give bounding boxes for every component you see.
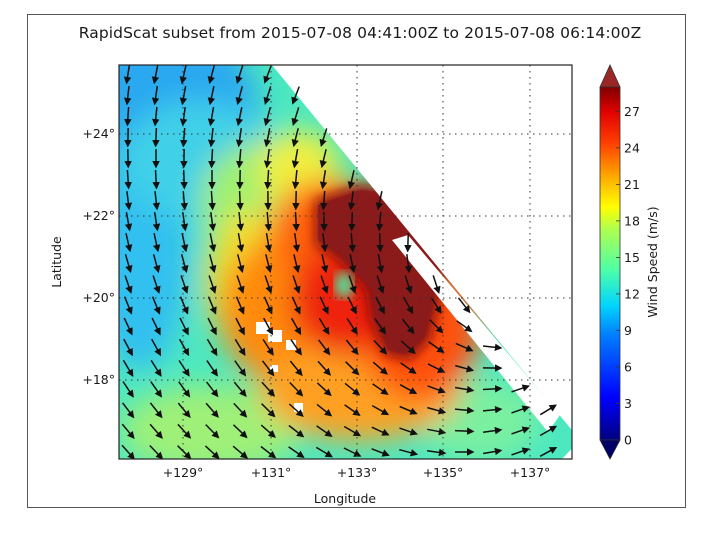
y-axis-label: Latitude — [49, 236, 64, 288]
x-tick-label: +131° — [251, 465, 292, 480]
x-tick-label: +135° — [423, 465, 464, 480]
colorbar-tick-label: 21 — [624, 177, 640, 192]
chart-title: RapidScat subset from 2015-07-08 04:41:0… — [78, 24, 642, 42]
colorbar-tick-label: 24 — [624, 140, 640, 155]
y-tick-label: +18° — [82, 372, 115, 387]
plot-area-border — [118, 64, 573, 460]
x-axis-ticks: +129° +131° +133° +135° +137° — [163, 465, 551, 480]
colorbar-tick-label: 27 — [624, 104, 640, 119]
y-tick-label: +22° — [82, 208, 115, 223]
colorbar-tick-label: 12 — [624, 286, 640, 301]
colorbar-label: Wind Speed (m/s) — [645, 206, 660, 317]
x-axis-label: Longitude — [314, 491, 376, 506]
colorbar-tick-label: 0 — [624, 433, 632, 448]
y-tick-label: +20° — [82, 290, 115, 305]
wind-speed-field — [119, 65, 572, 459]
x-tick-label: +137° — [510, 465, 551, 480]
colorbar-tick-label: 9 — [624, 323, 632, 338]
colorbar: 0 3 6 9 12 15 18 21 24 27 Wind Speed (m/s) — [599, 64, 660, 460]
x-tick-label: +133° — [337, 465, 378, 480]
colorbar-tick-label: 18 — [624, 213, 640, 228]
wind-vectors — [121, 65, 558, 459]
colorbar-tick-label: 3 — [624, 396, 632, 411]
y-axis-ticks: +18° +20° +22° +24° — [82, 126, 115, 387]
colorbar-tick-label: 15 — [624, 250, 640, 265]
x-tick-label: +129° — [163, 465, 204, 480]
y-tick-label: +24° — [82, 126, 115, 141]
colorbar-tick-label: 6 — [624, 359, 632, 374]
